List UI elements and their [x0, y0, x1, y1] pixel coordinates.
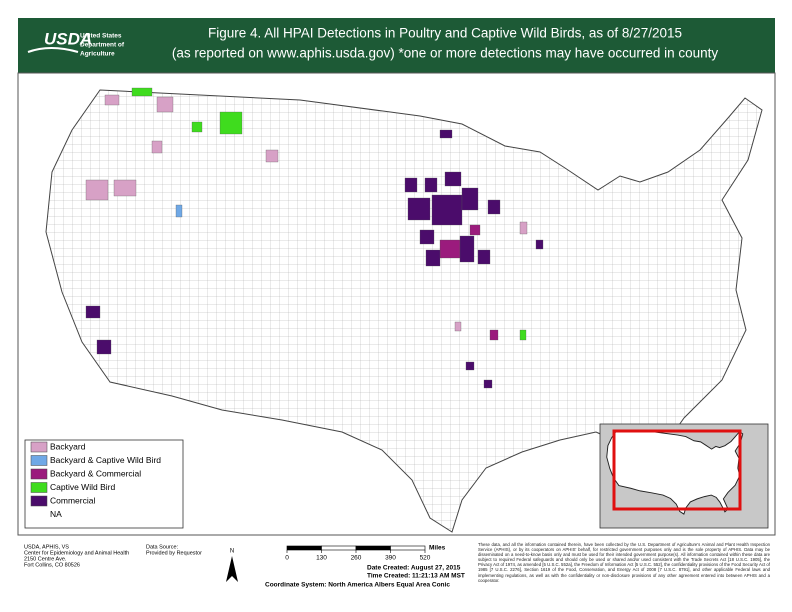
scale-tick-label: 130 [316, 555, 327, 562]
detection-county [465, 361, 475, 371]
legend-label: Commercial [50, 495, 95, 505]
credit-line: Center for Epidemiology and Animal Healt… [24, 550, 129, 556]
coordinate-system: Coordinate System: North America Albers … [265, 582, 450, 589]
scale-tick-label: 520 [420, 555, 431, 562]
scale-segment [286, 545, 322, 551]
detection-county [519, 329, 527, 341]
legend-box [24, 439, 184, 529]
detection-county [85, 305, 101, 319]
detection-county [444, 171, 462, 187]
detection-county [439, 129, 453, 139]
scale-unit: Miles [429, 545, 446, 552]
legend-swatch [30, 468, 48, 480]
disclaimer: These data, and all the information cont… [478, 542, 770, 583]
scale-segment [390, 545, 426, 551]
detection-county [425, 249, 441, 267]
detection-county [404, 177, 418, 193]
source-label: Data Source: [146, 544, 179, 550]
header-band [18, 18, 775, 73]
inset-extent [612, 429, 742, 511]
agency-line: Agriculture [80, 51, 115, 58]
credit-line: USDA, APHIS, VS [24, 544, 69, 550]
detection-county [487, 199, 501, 215]
detection-county [151, 140, 163, 154]
source: Provided by Requestor [146, 550, 202, 556]
scale-tick-label: 0 [285, 555, 289, 562]
logo: USDA [44, 29, 92, 48]
scale-bar: 0 130 260 390 520 Miles [285, 545, 445, 562]
detection-county [454, 321, 462, 332]
subtitle: (as reported on www.aphis.usda.gov) *one… [172, 46, 719, 61]
detection-county [535, 239, 544, 250]
scale-segment [321, 545, 357, 551]
detection-county [407, 197, 431, 221]
detection-county [104, 94, 120, 106]
legend: Backyard Backyard & Captive Wild Bird Back… [30, 441, 161, 519]
scale-tick-label: 260 [351, 555, 362, 562]
detection-county [96, 339, 112, 355]
detection-county [419, 229, 435, 245]
north-arrow [226, 556, 238, 582]
credit-line: Fort Collins, CO 80526 [24, 562, 80, 568]
legend-label: Captive Wild Bird [50, 482, 115, 492]
detection-county [461, 187, 479, 211]
legend-swatch [30, 482, 48, 493]
detection-county [469, 224, 481, 236]
detection-county [483, 379, 493, 389]
detection-county [489, 329, 499, 341]
detection-county [113, 179, 137, 197]
credit-line: 2150 Centre Ave. [24, 556, 67, 562]
legend-label: NA [50, 509, 62, 519]
title: Figure 4. All HPAI Detections in Poultry… [208, 26, 682, 41]
time-created: Time Created: 11:21:13 AM MST [367, 573, 465, 580]
agency-line: Department of [80, 42, 125, 49]
legend-label: Backyard & Captive Wild Bird [50, 455, 161, 465]
legend-swatch [30, 495, 48, 507]
legend-label: Backyard & Commercial [50, 468, 141, 478]
scale-segment [355, 545, 391, 551]
detection-county [265, 149, 279, 163]
detection-county [519, 221, 528, 235]
legend-swatch [30, 441, 48, 453]
detection-county [424, 177, 438, 193]
north-label: N [230, 549, 234, 555]
legend-label: Backyard [50, 441, 86, 451]
detection-county [191, 121, 203, 133]
agency-line: United States [80, 33, 122, 40]
logo-swoosh [27, 47, 79, 53]
detection-county [431, 194, 463, 226]
detection-county [131, 87, 153, 97]
detection-county [175, 204, 183, 218]
detection-county [156, 96, 174, 113]
legend-swatch [30, 455, 48, 466]
date-created: Date Created: August 27, 2015 [367, 565, 461, 572]
detection-county [477, 249, 491, 265]
detection-county [85, 179, 109, 201]
detection-county [219, 111, 243, 135]
scale-tick-label: 390 [385, 555, 396, 562]
detection-county [459, 235, 475, 263]
detection-county [439, 239, 461, 259]
